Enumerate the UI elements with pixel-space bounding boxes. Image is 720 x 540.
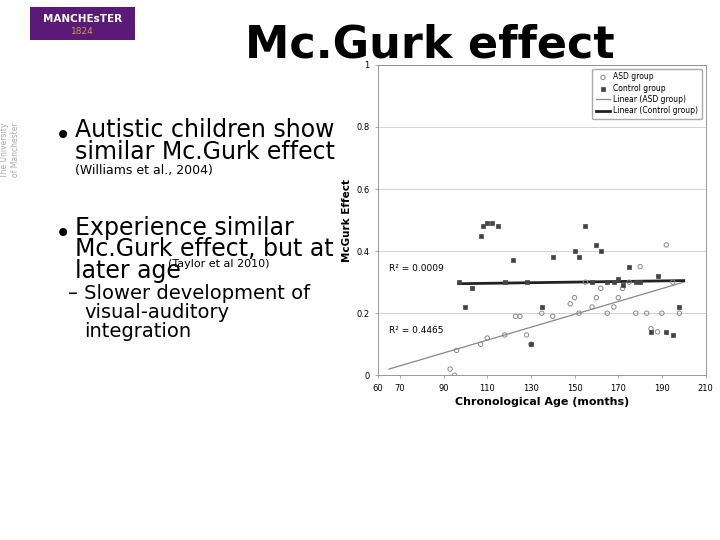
Legend: ASD group, Control group, Linear (ASD group), Linear (Control group): ASD group, Control group, Linear (ASD gr… — [593, 69, 702, 119]
ASD group — [601, 309, 613, 318]
ASD group — [444, 365, 456, 374]
Text: (Williams et al., 2004): (Williams et al., 2004) — [75, 164, 213, 177]
ASD group — [525, 340, 536, 349]
Control group — [595, 247, 606, 255]
Control group — [459, 302, 471, 311]
Control group — [652, 272, 663, 280]
ASD group — [613, 293, 624, 302]
Text: later age: later age — [75, 259, 181, 283]
Text: Mc.Gurk effect, but at: Mc.Gurk effect, but at — [75, 237, 333, 261]
ASD group — [510, 312, 521, 321]
ASD group — [586, 302, 598, 311]
Text: visual-auditory: visual-auditory — [84, 303, 229, 322]
ASD group — [608, 302, 620, 311]
Text: R² = 0.4465: R² = 0.4465 — [389, 326, 444, 335]
ASD group — [641, 309, 652, 318]
Control group — [617, 281, 629, 289]
Control group — [466, 284, 477, 293]
ASD group — [630, 309, 642, 318]
ASD group — [624, 278, 635, 286]
Control group — [608, 278, 620, 286]
Text: 1824: 1824 — [71, 27, 94, 36]
Text: (Taylor et al 2010): (Taylor et al 2010) — [168, 259, 269, 269]
Text: – Slower development of: – Slower development of — [68, 284, 310, 303]
Y-axis label: McGurk Effect: McGurk Effect — [342, 179, 352, 261]
Text: MANCHEsTER: MANCHEsTER — [43, 14, 122, 24]
Control group — [482, 219, 493, 227]
Text: •: • — [55, 122, 71, 150]
Text: •: • — [55, 220, 71, 248]
Control group — [630, 278, 642, 286]
ASD group — [674, 309, 685, 318]
Linear (Control group) — [680, 278, 688, 284]
ASD group — [499, 330, 510, 339]
Control group — [477, 222, 489, 231]
Control group — [590, 241, 602, 249]
ASD group — [652, 327, 663, 336]
Control group — [547, 253, 559, 262]
Control group — [486, 219, 498, 227]
ASD group — [667, 278, 679, 286]
Control group — [499, 278, 510, 286]
ASD group — [451, 346, 462, 355]
ASD group — [475, 340, 487, 349]
Control group — [667, 330, 679, 339]
Control group — [674, 302, 685, 311]
Line: Linear (Control group): Linear (Control group) — [459, 281, 684, 284]
X-axis label: Chronological Age (months): Chronological Age (months) — [454, 397, 629, 407]
ASD group — [564, 300, 576, 308]
Control group — [580, 222, 591, 231]
Control group — [569, 247, 580, 255]
Control group — [586, 278, 598, 286]
Text: Mc.Gurk effect: Mc.Gurk effect — [246, 24, 615, 66]
Bar — [30, 7, 135, 40]
Control group — [536, 302, 547, 311]
Control group — [613, 275, 624, 284]
ASD group — [595, 284, 606, 293]
ASD group — [547, 312, 559, 321]
ASD group — [449, 371, 460, 380]
ASD group — [521, 330, 532, 339]
Linear (Control group) — [454, 280, 463, 287]
Control group — [453, 278, 464, 286]
Text: integration: integration — [84, 322, 191, 341]
Control group — [521, 278, 532, 286]
Text: similar Mc.Gurk effect: similar Mc.Gurk effect — [75, 140, 335, 164]
ASD group — [580, 278, 591, 286]
ASD group — [482, 334, 493, 342]
Control group — [601, 278, 613, 286]
ASD group — [617, 284, 629, 293]
Text: Experience similar: Experience similar — [75, 216, 294, 240]
Control group — [475, 231, 487, 240]
Control group — [634, 278, 646, 286]
ASD group — [590, 293, 602, 302]
ASD group — [656, 309, 667, 318]
Text: Autistic children show: Autistic children show — [75, 118, 335, 142]
Text: R² = 0.0009: R² = 0.0009 — [389, 264, 444, 273]
Control group — [525, 340, 536, 349]
Control group — [573, 253, 585, 262]
Control group — [508, 256, 519, 265]
Control group — [660, 327, 672, 336]
ASD group — [514, 312, 526, 321]
Control group — [645, 327, 657, 336]
ASD group — [645, 325, 657, 333]
Control group — [492, 222, 504, 231]
ASD group — [660, 241, 672, 249]
ASD group — [573, 309, 585, 318]
ASD group — [634, 262, 646, 271]
Control group — [624, 262, 635, 271]
ASD group — [569, 293, 580, 302]
ASD group — [536, 309, 547, 318]
Text: The University
of Manchester: The University of Manchester — [0, 123, 20, 178]
